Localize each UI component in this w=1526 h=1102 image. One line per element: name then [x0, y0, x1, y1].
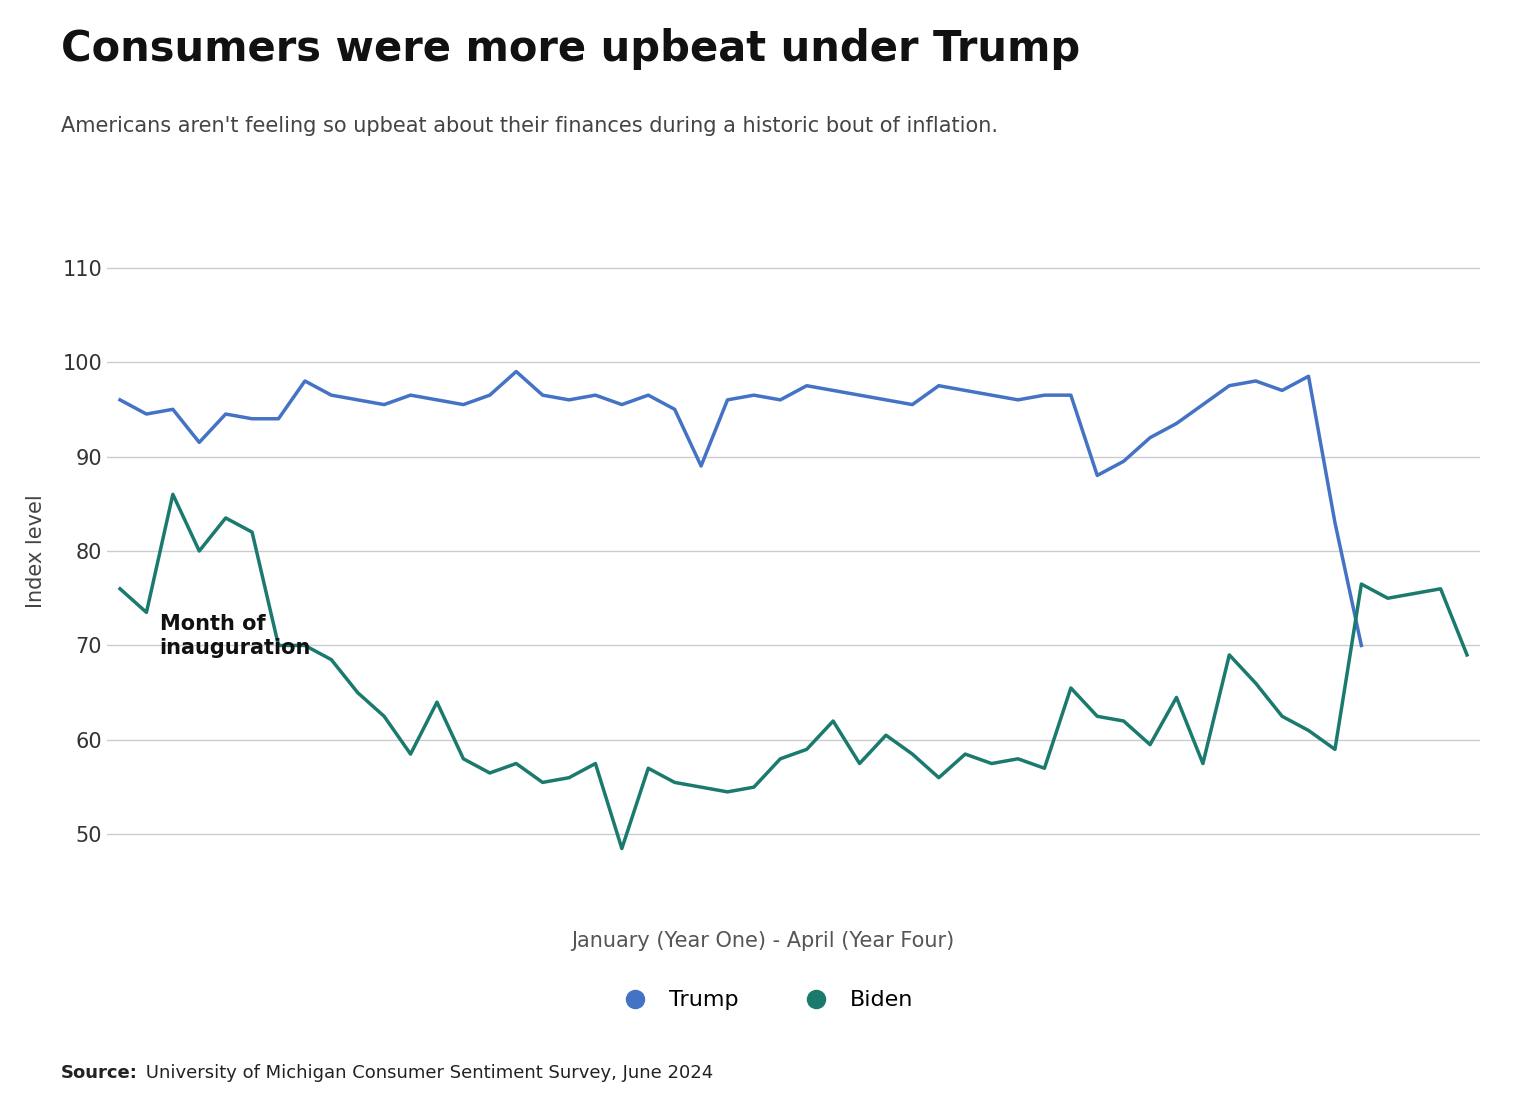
Text: Source:: Source: [61, 1065, 137, 1082]
Text: Americans aren't feeling so upbeat about their finances during a historic bout o: Americans aren't feeling so upbeat about… [61, 116, 998, 136]
Text: Consumers were more upbeat under Trump: Consumers were more upbeat under Trump [61, 28, 1080, 69]
Legend: Trump, Biden: Trump, Biden [604, 982, 922, 1019]
Text: Month of
inauguration: Month of inauguration [160, 615, 311, 658]
Y-axis label: Index level: Index level [26, 494, 46, 608]
Text: University of Michigan Consumer Sentiment Survey, June 2024: University of Michigan Consumer Sentimen… [140, 1065, 714, 1082]
Text: January (Year One) - April (Year Four): January (Year One) - April (Year Four) [571, 931, 955, 951]
